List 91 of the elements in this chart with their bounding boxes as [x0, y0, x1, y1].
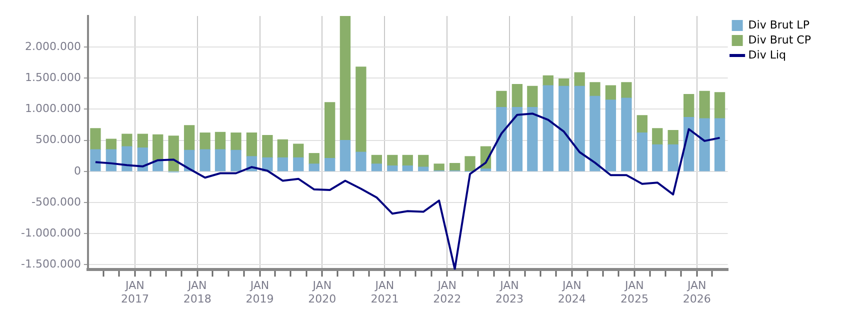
bar	[621, 98, 632, 172]
bar	[464, 156, 476, 172]
x-tick-label: JAN 2025	[620, 279, 648, 306]
y-tick-label: 0	[74, 164, 81, 178]
x-tick-label: JAN 2022	[433, 279, 462, 306]
bar	[558, 86, 570, 172]
bar	[277, 139, 288, 158]
bar	[636, 132, 648, 172]
bar	[90, 149, 101, 172]
bar	[308, 164, 320, 172]
bar	[558, 78, 570, 87]
bar	[605, 85, 616, 100]
bar	[230, 150, 242, 172]
bar	[246, 132, 258, 157]
bar	[480, 168, 492, 172]
bar	[512, 107, 523, 172]
bar	[512, 84, 523, 108]
bar	[434, 164, 444, 172]
bar	[699, 90, 710, 119]
bar	[574, 86, 585, 172]
bar	[402, 165, 413, 172]
bar	[542, 85, 554, 172]
bar	[230, 132, 242, 151]
bar	[527, 86, 538, 108]
bar	[699, 118, 710, 172]
bar	[324, 102, 336, 159]
bar	[652, 128, 663, 145]
bar	[184, 125, 195, 151]
y-tick-label: -500.000	[31, 195, 81, 208]
x-tick-label: JAN 2019	[246, 279, 274, 306]
bar	[152, 134, 164, 162]
bar	[714, 118, 726, 172]
bar	[636, 115, 648, 134]
bar	[668, 144, 678, 172]
bar	[293, 157, 304, 172]
bar	[293, 144, 304, 158]
bar	[496, 90, 507, 108]
bar	[340, 16, 351, 141]
bar	[371, 164, 382, 172]
bar	[684, 94, 694, 118]
bar	[449, 162, 460, 172]
y-tick-label: 2.000.000	[24, 40, 81, 53]
bar	[652, 144, 663, 172]
x-tick-label: JAN 2017	[120, 279, 149, 306]
x-tick-label: JAN 2018	[183, 279, 212, 306]
legend-label: Div Brut LP	[748, 18, 810, 32]
bar	[200, 132, 210, 150]
y-tick-label: 1.500.000	[24, 71, 81, 84]
legend-label: Div Brut CP	[748, 33, 812, 46]
bar	[214, 132, 226, 150]
bar	[324, 158, 336, 172]
bar	[90, 128, 101, 150]
bar	[668, 130, 678, 145]
bar	[387, 154, 398, 166]
x-tick-label: JAN 2023	[496, 279, 524, 306]
bar	[340, 140, 351, 172]
bar	[590, 96, 600, 172]
y-tick-label: -1.000.000	[21, 226, 81, 240]
bar	[418, 166, 429, 172]
bar	[605, 100, 616, 172]
bar	[214, 149, 226, 172]
x-tick-label: JAN 2020	[308, 279, 336, 306]
x-tick-label: JAN 2026	[682, 279, 711, 306]
bar	[122, 146, 132, 172]
bar	[402, 154, 413, 166]
x-tick-label: JAN 2024	[558, 279, 586, 306]
bar	[387, 165, 398, 172]
bar	[527, 107, 538, 172]
bar	[168, 136, 179, 172]
bar	[262, 157, 273, 172]
bar	[418, 154, 429, 168]
y-tick-label: -1.500.000	[21, 257, 81, 270]
bar	[574, 72, 585, 87]
bar	[262, 135, 273, 158]
bar	[200, 149, 210, 172]
bar	[308, 153, 320, 164]
x-tick-label: JAN 2021	[370, 279, 399, 306]
bar	[277, 157, 288, 172]
bar	[356, 152, 366, 172]
bar	[714, 92, 726, 119]
legend-label: Div Liq	[748, 48, 786, 62]
bar	[590, 82, 600, 97]
y-tick-label: 500.000	[35, 133, 81, 146]
bar	[122, 134, 132, 147]
bar	[356, 66, 366, 152]
bar	[496, 107, 507, 172]
y-tick-label: 1.000.000	[24, 102, 81, 116]
bar	[542, 75, 554, 86]
bar	[621, 82, 632, 98]
bar	[137, 134, 148, 148]
bar	[106, 138, 117, 150]
